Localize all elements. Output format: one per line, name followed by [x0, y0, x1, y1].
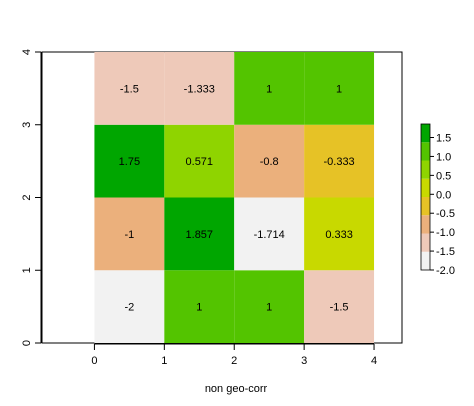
colorbar-tick-label: 1.5 — [436, 133, 451, 145]
colorbar-swatch — [421, 215, 430, 234]
cell-value-label: -0.333 — [323, 156, 354, 168]
colorbar-tick-label: -1.0 — [436, 227, 455, 239]
heatmap-cells: -2 1 1 -1.5 -1 1.857 -1.714 0.333 1.75 0.571 -0.8 -… — [94, 52, 375, 343]
y-axis: 0 1 2 3 4 — [21, 49, 42, 346]
heatmap-cell — [94, 270, 165, 343]
heatmap-cell — [304, 124, 375, 198]
colorbar-swatch — [421, 178, 430, 197]
colorbar-swatch — [421, 197, 430, 216]
heatmap-cell — [164, 124, 235, 198]
cell-value-label: 1 — [336, 83, 342, 95]
y-tick-label: 4 — [21, 49, 33, 55]
heatmap-cell — [164, 52, 235, 125]
cell-value-label: -1.5 — [120, 83, 139, 95]
cell-value-label: -1.5 — [330, 302, 349, 314]
x-tick-label: 2 — [231, 355, 237, 367]
heatmap-cell — [304, 197, 375, 271]
cell-value-label: -2 — [124, 302, 134, 314]
cell-value-label: -1.714 — [254, 229, 285, 241]
heatmap-cell — [304, 52, 375, 125]
heatmap-cell — [304, 270, 375, 343]
heatmap-cell — [234, 52, 305, 125]
cell-value-label: 1.857 — [186, 229, 214, 241]
cell-value-label: 0.333 — [325, 229, 353, 241]
heatmap-cell — [94, 52, 165, 125]
colorbar-swatch — [421, 160, 430, 179]
y-tick-label: 2 — [21, 194, 33, 200]
cell-value-label: 1.75 — [119, 156, 140, 168]
heatmap-cell — [164, 270, 235, 343]
y-tick-label: 3 — [21, 122, 33, 128]
colorbar-tick-label: -1.5 — [436, 246, 455, 258]
heatmap-cell — [94, 197, 165, 271]
heatmap-cell — [234, 197, 305, 271]
colorbar-swatch — [421, 233, 430, 252]
heatmap-cell — [234, 124, 305, 198]
cell-value-label: 0.571 — [186, 156, 214, 168]
colorbar-tick-label: -2.0 — [436, 265, 455, 277]
colorbar-tick-label: -0.5 — [436, 208, 455, 220]
heatmap-cell — [94, 124, 165, 198]
colorbar-tick-label: 0.0 — [436, 189, 451, 201]
heatmap-cell — [164, 197, 235, 271]
x-tick-label: 1 — [161, 355, 167, 367]
colorbar-frame — [420, 123, 431, 271]
cell-value-label: 1 — [196, 302, 202, 314]
heatmap-cell — [234, 270, 305, 343]
x-axis: 0 1 2 3 4 — [91, 343, 377, 367]
colorbar-tick-label: 1.0 — [436, 151, 451, 163]
cell-value-label: -0.8 — [260, 156, 279, 168]
colorbar-swatch — [421, 142, 430, 161]
y-tick-label: 0 — [21, 340, 33, 346]
cell-value-label: 1 — [266, 302, 272, 314]
colorbar-legend: 1.5 1.0 0.5 0.0 -0.5 -1.0 -1.5 -2.0 — [420, 123, 455, 277]
colorbar-swatch — [421, 124, 430, 143]
colorbar-swatch — [421, 251, 430, 270]
x-tick-label: 3 — [301, 355, 307, 367]
x-tick-label: 0 — [91, 355, 97, 367]
x-axis-label: non geo-corr — [205, 383, 268, 395]
colorbar-tick-label: 0.5 — [436, 170, 451, 182]
y-tick-label: 1 — [21, 267, 33, 273]
cell-value-label: -1.333 — [184, 83, 215, 95]
cell-value-label: 1 — [266, 83, 272, 95]
x-tick-label: 4 — [371, 355, 377, 367]
cell-value-label: -1 — [124, 229, 134, 241]
